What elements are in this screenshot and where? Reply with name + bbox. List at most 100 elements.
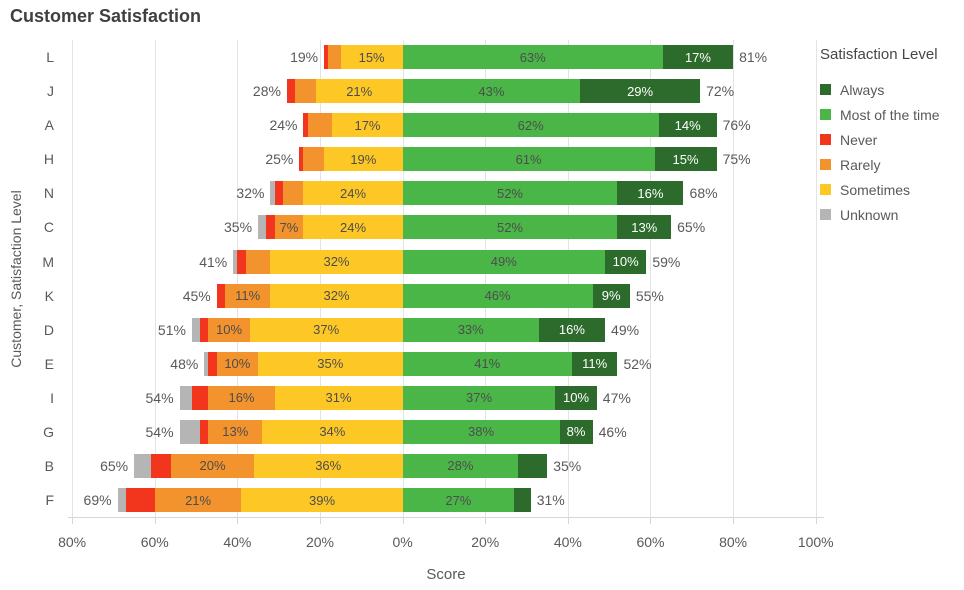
legend-item-rarely[interactable]: Rarely — [820, 152, 960, 177]
bar-segment-most[interactable]: 63% — [402, 45, 663, 70]
bar-segment-rarely[interactable] — [245, 249, 271, 274]
bar-segment-unknown[interactable] — [233, 249, 238, 274]
bar-segment-rarely[interactable]: 21% — [154, 488, 242, 513]
bar-segment-rarely[interactable] — [303, 147, 325, 172]
bar-segment-sometimes[interactable]: 15% — [340, 45, 403, 70]
bar-segment-most[interactable]: 33% — [402, 317, 539, 342]
bar-segment-rarely[interactable]: 20% — [171, 453, 254, 478]
bar-segment-sometimes[interactable]: 36% — [253, 453, 403, 478]
bar-segment-always[interactable]: 17% — [662, 45, 734, 70]
bar-segment-sometimes[interactable]: 39% — [241, 488, 403, 513]
bar-segment-sometimes[interactable]: 19% — [324, 147, 403, 172]
x-tick-label: 80% — [719, 534, 748, 550]
legend-items: Always Most of the time Never Rarely Sometim… — [820, 77, 960, 227]
bar-segment-sometimes[interactable]: 17% — [332, 113, 403, 138]
bar-segment-rarely[interactable] — [307, 113, 333, 138]
customer-label: N — [43, 185, 54, 202]
legend-item-sometimes[interactable]: Sometimes — [820, 177, 960, 202]
bar-segment-sometimes[interactable]: 34% — [262, 419, 403, 444]
bar-segment-most[interactable]: 62% — [402, 113, 659, 138]
bar-segment-sometimes[interactable]: 32% — [270, 283, 403, 308]
bar-segment-rarely[interactable]: 7% — [274, 215, 304, 240]
bar-segment-sometimes[interactable]: 24% — [303, 181, 403, 206]
legend-item-never[interactable]: Never — [820, 127, 960, 152]
bar-segment-most[interactable]: 37% — [402, 385, 556, 410]
bar-segment-unknown[interactable] — [270, 181, 275, 206]
bar-segment-never[interactable] — [150, 453, 172, 478]
legend-item-most[interactable]: Most of the time — [820, 102, 960, 127]
bar-segment-never[interactable] — [208, 351, 217, 376]
bar-segment-rarely[interactable]: 10% — [216, 351, 258, 376]
bar-segment-rarely[interactable] — [328, 45, 341, 70]
bar-segment-always[interactable]: 14% — [658, 113, 717, 138]
bar: 7% 24% 52% 13% — [258, 215, 672, 240]
bar-segment-unknown[interactable] — [179, 385, 192, 410]
bar-segment-never[interactable] — [216, 283, 225, 308]
bar-segment-always[interactable]: 10% — [605, 249, 647, 274]
bar-segment-sometimes[interactable]: 37% — [249, 317, 403, 342]
bar-segment-most[interactable]: 52% — [402, 215, 618, 240]
x-tick-label: 60% — [636, 534, 665, 550]
bar-segment-unknown[interactable] — [179, 419, 201, 444]
bar-segment-sometimes[interactable]: 21% — [315, 79, 403, 104]
bar-segment-most[interactable]: 41% — [402, 351, 572, 376]
bar-segment-never[interactable] — [324, 45, 329, 70]
bar-segment-never[interactable] — [200, 317, 209, 342]
bar-segment-never[interactable] — [191, 385, 209, 410]
bar-segment-always[interactable] — [518, 453, 548, 478]
customer-label: L — [46, 49, 54, 66]
bar-segment-always[interactable]: 9% — [592, 283, 630, 308]
right-total-label: 65% — [677, 219, 706, 236]
bar-segment-unknown[interactable] — [204, 351, 209, 376]
bar-segment-most[interactable]: 43% — [402, 79, 581, 104]
bar-segment-always[interactable]: 8% — [559, 419, 593, 444]
bar-segment-most[interactable]: 28% — [402, 453, 519, 478]
legend-item-always[interactable]: Always — [820, 77, 960, 102]
bar-segment-most[interactable]: 46% — [402, 283, 593, 308]
bar-segment-sometimes[interactable]: 31% — [274, 385, 403, 410]
bar-segment-rarely[interactable]: 11% — [224, 283, 271, 308]
bar-segment-unknown[interactable] — [191, 317, 201, 342]
bar-segment-always[interactable]: 29% — [580, 79, 700, 104]
bar-segment-always[interactable] — [514, 488, 531, 513]
bar-segment-most[interactable]: 27% — [402, 488, 515, 513]
gridline — [154, 40, 156, 517]
right-total-label: 59% — [652, 253, 681, 270]
bar-segment-most[interactable]: 52% — [402, 181, 618, 206]
bar-segment-always[interactable]: 10% — [555, 385, 597, 410]
bar-segment-sometimes[interactable]: 24% — [303, 215, 403, 240]
bar-segment-rarely[interactable]: 10% — [208, 317, 250, 342]
bar-segment-most[interactable]: 61% — [402, 147, 655, 172]
bar-segment-rarely[interactable]: 16% — [208, 385, 275, 410]
bar-segment-unknown[interactable] — [134, 453, 151, 478]
bar-segment-sometimes[interactable]: 35% — [257, 351, 403, 376]
x-tick-mark — [72, 518, 74, 524]
right-total-label: 49% — [611, 321, 640, 338]
legend: Satisfaction Level Always Most of the tim… — [820, 46, 960, 227]
bar-segment-most[interactable]: 38% — [402, 419, 560, 444]
bar: 17% 62% 14% — [303, 113, 717, 138]
bar-segment-never[interactable] — [237, 249, 246, 274]
bar-segment-never[interactable] — [200, 419, 209, 444]
bar-segment-never[interactable] — [274, 181, 283, 206]
bar-segment-sometimes[interactable]: 32% — [270, 249, 403, 274]
bar: 16% 31% 37% 10% — [179, 385, 597, 410]
bar-segment-always[interactable]: 15% — [654, 147, 717, 172]
bar-segment-always[interactable]: 16% — [538, 317, 605, 342]
legend-item-unknown[interactable]: Unknown — [820, 202, 960, 227]
bar-segment-never[interactable] — [286, 79, 296, 104]
bar-segment-always[interactable]: 16% — [617, 181, 684, 206]
bar-segment-most[interactable]: 49% — [402, 249, 605, 274]
bar-segment-always[interactable]: 11% — [571, 351, 618, 376]
bar-segment-unknown[interactable] — [258, 215, 267, 240]
bar-segment-never[interactable] — [303, 113, 308, 138]
bar-segment-never[interactable] — [266, 215, 275, 240]
segment-value-label: 10% — [216, 322, 243, 338]
bar-segment-never[interactable] — [299, 147, 304, 172]
bar-segment-always[interactable]: 13% — [617, 215, 672, 240]
bar-segment-rarely[interactable] — [295, 79, 316, 104]
bar-segment-rarely[interactable]: 13% — [208, 419, 263, 444]
bar-segment-never[interactable] — [125, 488, 155, 513]
bar-segment-rarely[interactable] — [282, 181, 304, 206]
bar-segment-unknown[interactable] — [117, 488, 126, 513]
